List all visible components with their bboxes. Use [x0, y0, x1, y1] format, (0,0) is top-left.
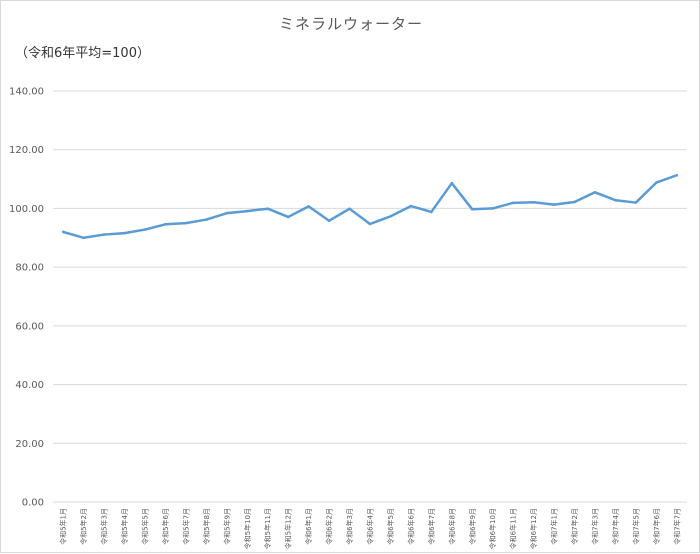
y-tick-label: 40.00	[15, 380, 44, 391]
x-tick-label: 令和6年8月	[447, 508, 456, 545]
data-point	[675, 173, 679, 177]
x-tick-label: 令和5年1月	[59, 508, 68, 545]
gridlines	[53, 90, 687, 503]
data-point	[61, 230, 65, 234]
y-tick-label: 100.00	[9, 204, 44, 215]
x-tick-label: 令和5年7月	[181, 508, 190, 545]
data-point	[245, 209, 249, 213]
data-point	[327, 219, 331, 223]
series-line	[61, 174, 679, 240]
x-tick-label: 令和5年8月	[202, 508, 211, 545]
x-tick-label: 令和6年1月	[304, 508, 313, 545]
data-point	[82, 236, 85, 240]
y-tick-label: 120.00	[9, 145, 44, 156]
y-tick-label: 20.00	[15, 439, 44, 450]
data-point	[593, 190, 597, 194]
data-point	[286, 215, 290, 219]
x-tick-label: 令和5年5月	[141, 508, 150, 545]
data-point	[409, 204, 413, 208]
x-tick-label: 令和7年2月	[570, 508, 579, 545]
x-tick-label: 令和6年2月	[325, 508, 334, 545]
x-tick-label: 令和5年9月	[222, 508, 231, 545]
x-tick-label: 令和7年4月	[611, 508, 620, 545]
x-tick-label: 令和5年2月	[79, 508, 88, 545]
data-point	[184, 221, 188, 225]
data-point	[511, 201, 515, 205]
data-point	[164, 222, 167, 226]
x-tick-label: 令和5年10月	[243, 508, 252, 549]
y-tick-label: 80.00	[15, 263, 44, 274]
x-tick-label: 令和6年5月	[386, 508, 395, 545]
x-tick-label: 令和6年12月	[529, 508, 538, 549]
data-point	[368, 222, 372, 226]
y-tick-label: 140.00	[9, 87, 44, 98]
data-point	[614, 198, 617, 202]
data-point	[143, 228, 147, 231]
data-point	[491, 207, 495, 210]
data-point	[123, 231, 126, 235]
data-point	[573, 200, 576, 204]
x-tick-label: 令和6年9月	[468, 508, 477, 545]
x-tick-label: 令和6年6月	[406, 508, 415, 545]
y-tick-label: 0.00	[22, 498, 44, 509]
x-tick-label: 令和5年4月	[120, 508, 129, 545]
x-tick-label: 令和6年10月	[488, 508, 497, 549]
x-tick-label: 令和7年5月	[631, 508, 640, 545]
data-point	[266, 207, 270, 211]
data-point	[450, 181, 454, 185]
data-point	[348, 207, 351, 211]
data-point	[102, 233, 106, 236]
x-tick-label: 令和5年12月	[284, 508, 293, 549]
data-point	[389, 215, 392, 218]
x-axis-tick-labels: 令和5年1月 令和5年2月 令和5年3月 令和5年4月 令和5年5月 令和5年6月 令和5年…	[59, 508, 682, 549]
x-tick-label: 令和6年3月	[345, 508, 354, 545]
series-layer	[61, 173, 679, 240]
data-point	[225, 211, 229, 215]
data-point	[655, 181, 658, 184]
x-tick-label: 令和7年3月	[590, 508, 599, 545]
data-point	[205, 218, 208, 221]
chart-subtitle: （令和6年平均=100）	[15, 46, 150, 61]
data-point	[307, 205, 310, 208]
x-tick-label: 令和5年6月	[161, 508, 170, 545]
x-tick-label: 令和7年1月	[550, 508, 559, 545]
x-tick-label: 令和5年3月	[100, 508, 109, 545]
x-tick-label: 令和6年7月	[427, 508, 436, 545]
x-tick-label: 令和6年11月	[509, 508, 518, 549]
x-tick-label: 令和7年6月	[652, 508, 661, 545]
x-tick-label: 令和6年4月	[366, 508, 375, 545]
data-point	[532, 200, 535, 204]
x-tick-label: 令和5年11月	[263, 508, 272, 549]
y-axis-tick-labels: 0.00 20.00 40.00 60.00 80.00 100.00 120.00 140.…	[9, 87, 44, 509]
x-tick-label: 令和7年7月	[672, 508, 681, 545]
data-point	[634, 201, 638, 204]
data-point	[552, 203, 556, 206]
data-point	[470, 208, 474, 211]
chart-title: ミネラルウォーター	[278, 15, 423, 33]
y-tick-label: 60.00	[15, 321, 44, 332]
data-point	[430, 210, 433, 214]
